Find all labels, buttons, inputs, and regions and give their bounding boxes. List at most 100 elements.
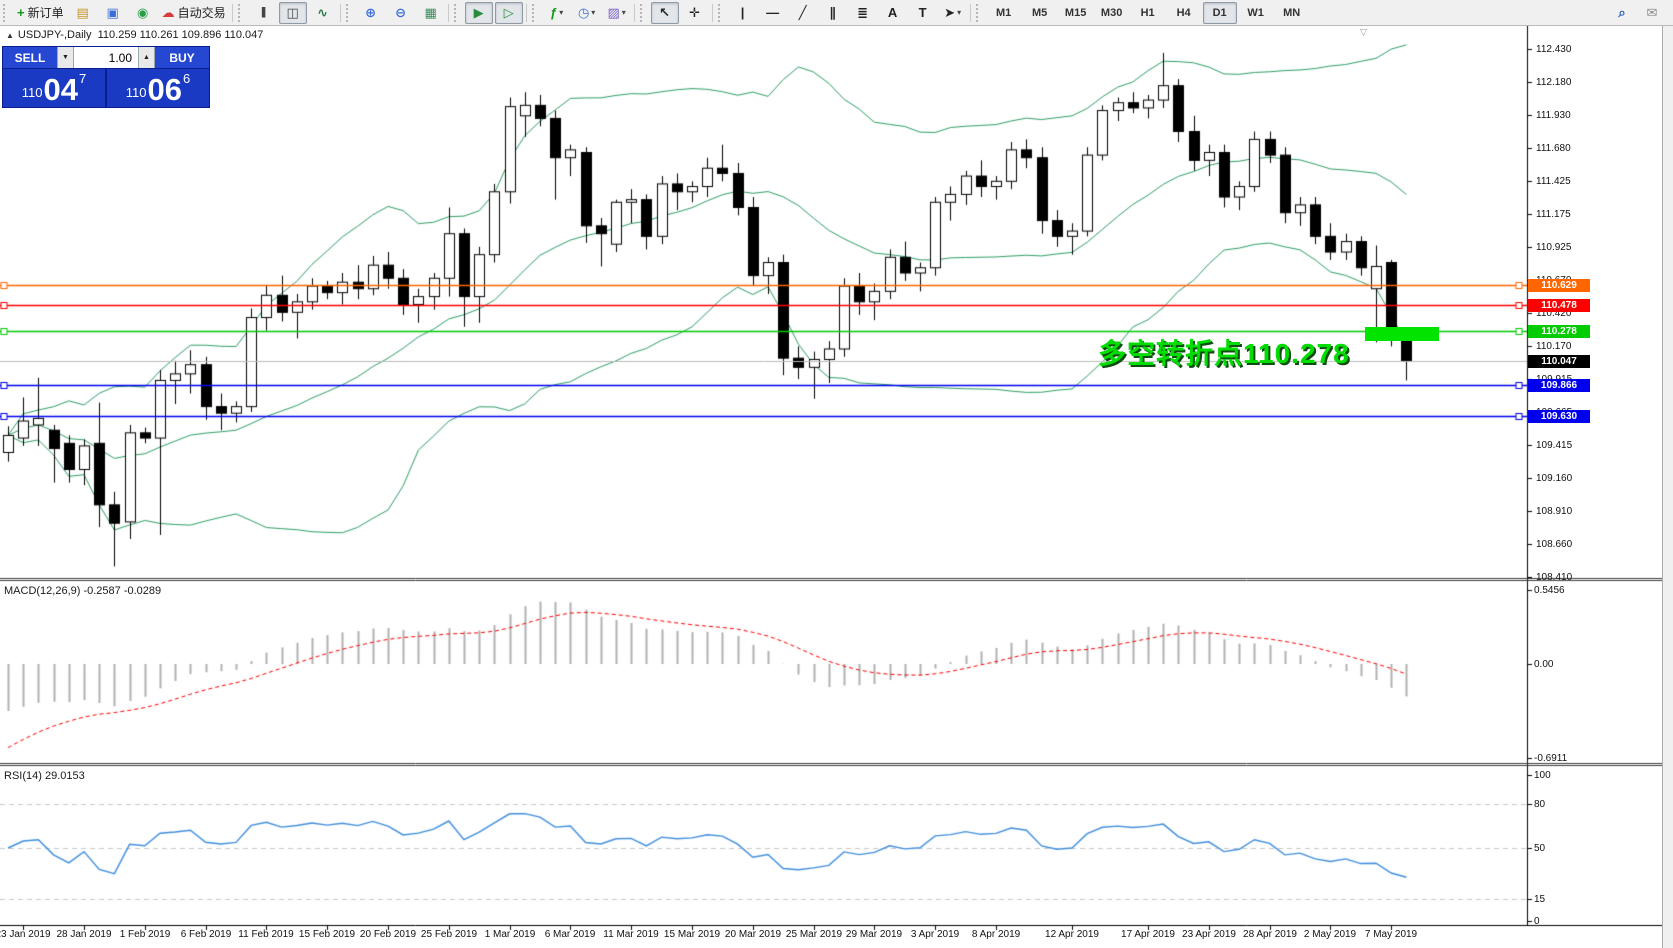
vertical-line-icon: | (740, 5, 745, 20)
profiles-button[interactable]: ▤ (69, 2, 97, 24)
chart-shift-button[interactable]: ▷ (494, 1, 523, 24)
rsi-axis-label: 15 (1534, 894, 1546, 905)
zoom-out-button[interactable]: ⊖ (387, 2, 415, 24)
chart-shift-marker[interactable]: ▽ (1360, 27, 1367, 37)
auto-scroll-button[interactable]: ▶ (464, 1, 493, 24)
new-chart-button[interactable]: ▣ (99, 2, 127, 24)
timeframe-button-d1[interactable]: D1 (1202, 1, 1237, 24)
cursor-icon: ↖ (659, 5, 671, 20)
chart-title: ▲ USDJPY-,Daily 110.259 110.261 109.896 1… (6, 29, 263, 41)
volume-down-stepper[interactable]: ▼ (57, 47, 74, 68)
price-tag: 109.866 (1528, 379, 1590, 392)
time-axis-label: 3 Apr 2019 (910, 929, 960, 940)
cursor-button[interactable]: ↖ (650, 1, 679, 24)
chevron-down-icon[interactable]: ▾ (559, 8, 564, 17)
label-button[interactable]: T (909, 2, 937, 24)
toolbar-separator (633, 3, 635, 22)
time-axis-label: 28 Apr 2019 (1243, 929, 1297, 940)
arrows-icon: ➤ (944, 5, 956, 20)
toolbar-separator (525, 3, 527, 22)
macd-axis-label: 0.5456 (1534, 585, 1565, 596)
buy-quote-button[interactable]: 110 06 6 (107, 69, 209, 107)
chevron-down-icon[interactable]: ▾ (621, 8, 626, 17)
sell-price-pip: 7 (78, 71, 87, 86)
timeframe-button-m30[interactable]: M30 (1100, 6, 1123, 19)
arrows-button[interactable]: ➤ ▾ (939, 2, 967, 24)
price-axis-label: 108.910 (1536, 506, 1573, 517)
rsi-axis-label: 100 (1534, 770, 1551, 781)
vertical-line-button[interactable]: | (729, 2, 757, 24)
chevron-down-icon[interactable]: ▾ (591, 8, 596, 17)
price-axis-label: 111.680 (1536, 143, 1571, 154)
data-feed-button[interactable]: ◉ (129, 2, 157, 24)
highlight-rectangle (1365, 327, 1439, 341)
vertical-scrollbar[interactable] (1662, 25, 1673, 948)
time-axis-label: 2 May 2019 (1303, 929, 1357, 940)
timeframe-button-mn[interactable]: MN (1283, 6, 1301, 19)
new-order-icon: + (17, 5, 25, 20)
timeframe-button-h4[interactable]: H4 (1176, 6, 1191, 19)
rsi-axis-label: 80 (1534, 799, 1546, 810)
trendline-icon: ╱ (798, 5, 807, 20)
toolbar-separator (339, 3, 341, 22)
time-axis-label: 25 Feb 2019 (420, 929, 478, 940)
sell-quote-button[interactable]: 110 04 7 (3, 69, 107, 107)
time-axis-label: 11 Feb 2019 (238, 929, 294, 940)
channel-button[interactable]: ∥ (819, 2, 847, 24)
chevron-down-icon[interactable]: ▾ (957, 8, 962, 17)
time-axis-label: 20 Mar 2019 (724, 929, 782, 940)
fibonacci-button[interactable]: ≣ (849, 2, 877, 24)
time-axis-label: 12 Apr 2019 (1045, 929, 1099, 940)
buy-price-prefix: 110 (125, 85, 147, 100)
autotrading-button[interactable]: ☁ 自动交易 (159, 2, 229, 24)
trendline-button[interactable]: ╱ (789, 2, 817, 24)
templates-button[interactable]: ▨ ▾ (603, 2, 631, 24)
timeframe-button-m1[interactable]: M1 (995, 6, 1012, 19)
search-icon: ⌕ (1618, 5, 1626, 20)
toolbar-grip (639, 3, 647, 22)
toolbar-grip (975, 3, 983, 22)
horizontal-line-icon: — (766, 5, 780, 20)
collapse-panel-icon[interactable]: ▲ (6, 31, 14, 40)
tile-windows-icon: ▦ (424, 5, 437, 20)
horizontal-line-button[interactable]: — (759, 2, 787, 24)
buy-button[interactable]: BUY (155, 47, 209, 68)
timeframe-button-h1[interactable]: H1 (1140, 6, 1155, 19)
timeframe-button-w1[interactable]: W1 (1247, 6, 1264, 19)
clock-icon: ◷ (577, 5, 590, 20)
macd-axis-label: 0.00 (1534, 659, 1554, 670)
sell-price-prefix: 110 (21, 85, 43, 100)
toolbar-separator (231, 3, 233, 22)
text-label-icon: T (918, 5, 927, 20)
toolbar-separator (711, 3, 713, 22)
time-axis-label: 28 Jan 2019 (56, 929, 112, 940)
price-axis-label: 110.170 (1536, 341, 1572, 352)
time-axis-label: 6 Feb 2019 (180, 929, 232, 940)
periods-button[interactable]: ◷ ▾ (573, 2, 601, 24)
timeframe-button-m15[interactable]: M15 (1064, 6, 1087, 19)
time-axis-label: 1 Mar 2019 (484, 929, 536, 940)
price-axis-label: 111.175 (1536, 209, 1571, 220)
time-axis-label: 6 Mar 2019 (544, 929, 596, 940)
zoom-in-button[interactable]: ⊕ (357, 2, 385, 24)
toolbar-grip (3, 3, 10, 22)
search-button[interactable]: ⌕ (1608, 2, 1636, 24)
tile-windows-button[interactable]: ▦ (417, 2, 445, 24)
indicators-button[interactable]: ƒ ▾ (543, 2, 571, 24)
sell-button[interactable]: SELL (3, 47, 57, 68)
timeframe-button-m5[interactable]: M5 (1031, 6, 1048, 19)
volume-up-stepper[interactable]: ▲ (138, 47, 155, 68)
volume-input[interactable]: 1.00 (74, 47, 138, 68)
text-button[interactable]: A (879, 2, 907, 24)
time-axis-label: 8 Apr 2019 (971, 929, 1021, 940)
crosshair-button[interactable]: ✛ (681, 2, 709, 24)
line-chart-button[interactable]: ∿ (309, 2, 337, 24)
candlestick-chart-button[interactable]: ◫ (278, 1, 307, 24)
chat-button[interactable]: ✉ (1638, 2, 1666, 24)
chart-annotation-text: 多空转折点110.278 (1098, 338, 1350, 369)
time-axis-label: 15 Feb 2019 (298, 929, 356, 940)
autotrading-cloud-icon: ☁ (161, 5, 175, 20)
bar-chart-button[interactable]: ||| (249, 2, 277, 24)
new-order-button[interactable]: + 新订单 (14, 2, 67, 24)
